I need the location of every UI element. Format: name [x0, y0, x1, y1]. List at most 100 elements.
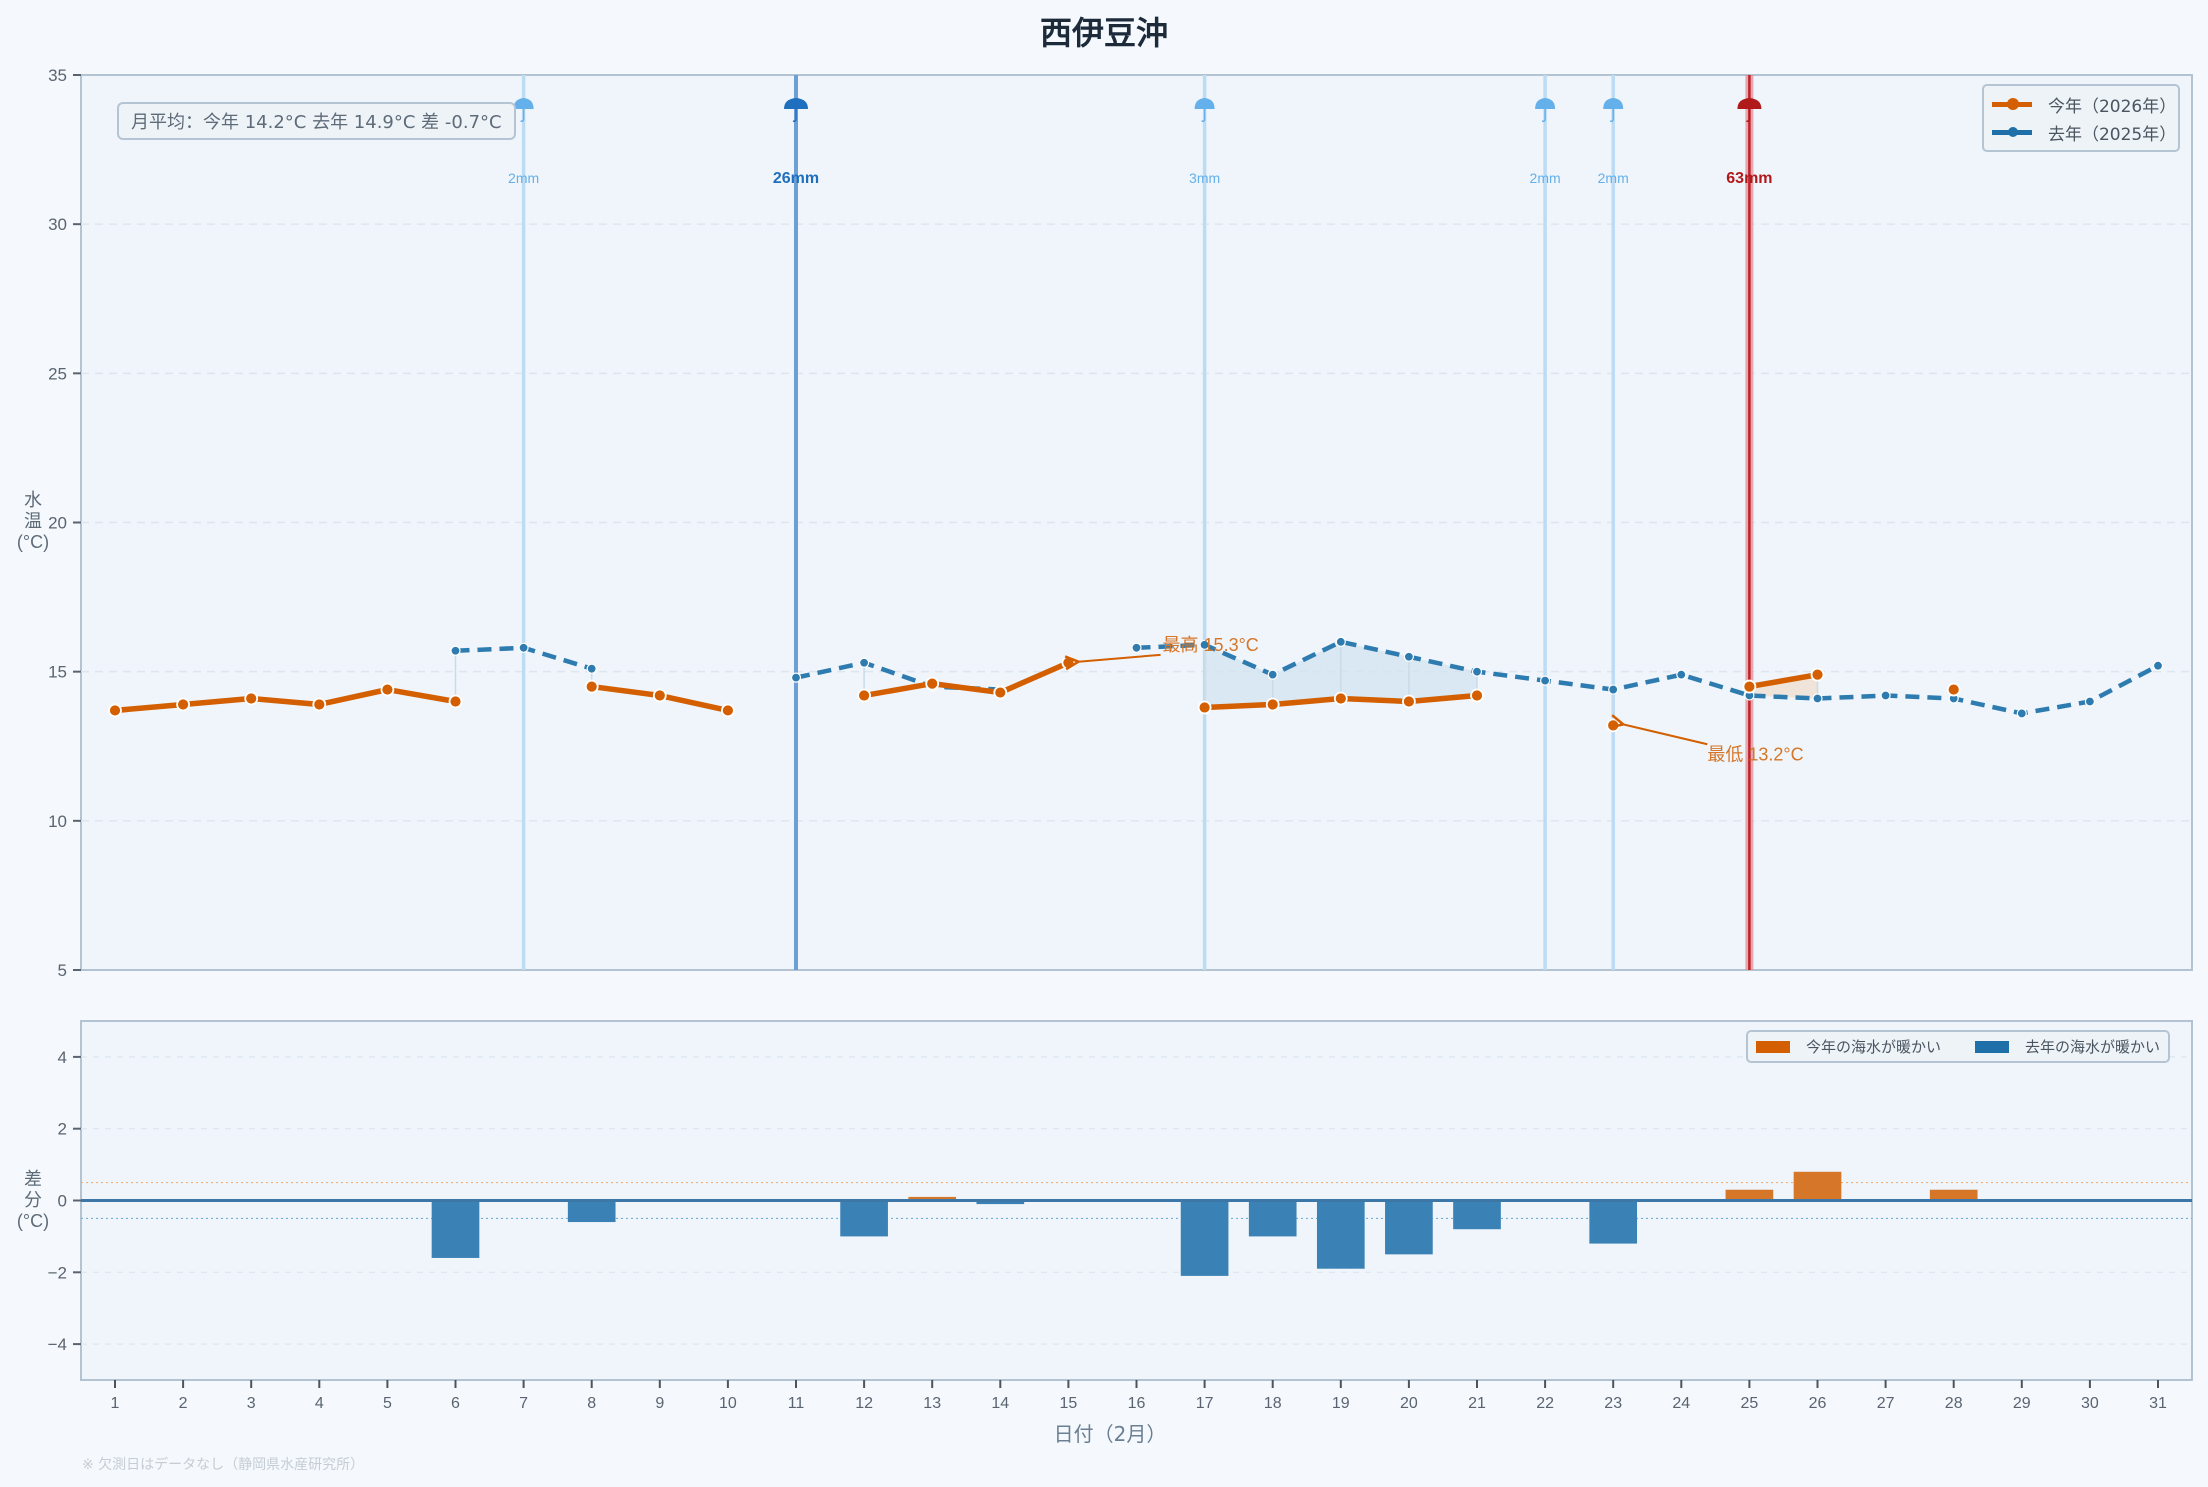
legend-item-this-year: 今年（2026年）: [1992, 90, 2177, 118]
x-tick-label: 24: [1672, 1395, 1690, 1412]
last-year-line: [1136, 639, 2160, 716]
last-year-point: [1335, 636, 1346, 647]
last-year-point: [790, 672, 802, 683]
annotation-label: 最低 13.2°C: [1707, 744, 1803, 764]
umbrella-icon: [1603, 98, 1624, 122]
x-tick-label: 25: [1741, 1395, 1759, 1412]
umbrella-icon: [1194, 98, 1215, 122]
line-marker-icon: [1992, 126, 2032, 137]
x-tick-label: 8: [587, 1395, 596, 1412]
this-year-point: [857, 688, 871, 703]
y-tick-label: 4: [58, 1048, 67, 1067]
legend-label: 今年（2026年）: [2047, 96, 2177, 117]
this-year-point: [1197, 700, 1212, 715]
x-axis-label: 日付（2月）: [1053, 1422, 1167, 1446]
this-year-point: [1810, 667, 1825, 682]
x-tick-label: 19: [1332, 1395, 1350, 1412]
legend-label: 去年（2025年）: [2047, 124, 2177, 145]
x-tick-label: 31: [2149, 1395, 2167, 1412]
x-tick-label: 21: [1468, 1395, 1486, 1412]
svg-text:水: 水: [24, 490, 42, 510]
temperature-legend: 今年（2026年） 去年（2025年）: [1982, 84, 2180, 152]
page-title: 西伊豆沖: [1039, 14, 1168, 52]
this-year-point: [1402, 694, 1416, 709]
difference-bar: [908, 1196, 957, 1201]
svg-text:分: 分: [24, 1190, 42, 1210]
rain-amount-label: 63mm: [1726, 170, 1772, 187]
difference-bar: [1725, 1189, 1774, 1201]
legend-label: 去年の海水が暖かい: [2025, 1038, 2161, 1056]
last-year-point: [1199, 639, 1210, 650]
x-tick-label: 15: [1060, 1395, 1078, 1412]
x-tick-label: 9: [655, 1395, 664, 1412]
difference-bar: [1385, 1200, 1433, 1255]
last-year-point: [450, 645, 461, 656]
difference-bar: [1793, 1171, 1842, 1201]
x-tick-label: 30: [2081, 1395, 2099, 1412]
monthly-average-summary: 月平均：今年 14.2°C 去年 14.9°C 差 -0.7°C: [117, 102, 516, 140]
this-year-point: [1946, 682, 1961, 697]
annotation-label: 最高 15.3°C: [1163, 635, 1259, 655]
umbrella-icon: [784, 98, 808, 122]
this-year-line: [1748, 671, 1818, 690]
y-tick-label: 5: [58, 961, 67, 980]
umbrella-icon: [1535, 98, 1556, 122]
this-year-point: [993, 685, 1008, 700]
umbrella-icon: [1737, 98, 1762, 122]
last-year-point: [1267, 669, 1278, 680]
last-year-point: [2084, 696, 2095, 707]
rain-amount-label: 2mm: [508, 170, 539, 186]
y-tick-label: 15: [48, 663, 67, 682]
last-year-point: [1880, 690, 1891, 701]
this-year-point: [108, 703, 122, 718]
x-tick-label: 29: [2013, 1395, 2031, 1412]
difference-bar: [567, 1200, 616, 1223]
y-tick-label: −4: [48, 1335, 67, 1354]
svg-text:(°C): (°C): [17, 1211, 49, 1231]
this-year-point: [1265, 697, 1280, 712]
last-year-point: [1539, 675, 1551, 686]
last-year-point: [1812, 693, 1823, 704]
last-year-point: [1403, 651, 1415, 662]
this-year-point: [721, 703, 735, 718]
y-axis-label: 差分(°C): [17, 1169, 49, 1231]
y-tick-label: −2: [48, 1263, 67, 1282]
footnote: ※ 欠測日はデータなし（静岡県水産研究所）: [82, 1457, 365, 1473]
swatch-warm-icon: [1756, 1040, 1790, 1053]
difference-bar: [431, 1200, 480, 1258]
this-year-point: [1606, 718, 1621, 733]
last-year-point: [518, 642, 529, 653]
last-year-point: [586, 663, 597, 674]
difference-bar: [1589, 1200, 1638, 1244]
x-tick-label: 13: [923, 1395, 941, 1412]
last-year-point: [1471, 666, 1483, 677]
difference-bar: [1316, 1200, 1365, 1269]
last-year-point: [2152, 660, 2164, 671]
this-year-line: [114, 686, 456, 714]
x-tick-label: 17: [1196, 1395, 1214, 1412]
x-tick-label: 16: [1128, 1395, 1146, 1412]
legend-item-last-year: 去年（2025年）: [1992, 118, 2177, 146]
this-year-point: [1061, 655, 1076, 670]
last-year-line: [795, 660, 1001, 692]
this-year-point: [448, 694, 463, 709]
y-tick-label: 10: [48, 812, 67, 831]
x-tick-label: 20: [1400, 1395, 1418, 1412]
difference-bar: [1453, 1200, 1501, 1230]
difference-bar: [1180, 1200, 1229, 1276]
difference-bar: [976, 1200, 1025, 1205]
x-tick-label: 23: [1604, 1395, 1622, 1412]
y-tick-label: 20: [48, 514, 67, 533]
difference-bar: [1248, 1200, 1297, 1237]
difference-bar: [1929, 1189, 1978, 1201]
x-tick-label: 7: [519, 1395, 528, 1412]
x-tick-label: 5: [383, 1395, 392, 1412]
this-year-point: [244, 691, 259, 706]
svg-text:差: 差: [24, 1169, 42, 1189]
last-year-point: [2016, 708, 2027, 719]
svg-text:温: 温: [24, 511, 42, 531]
y-tick-label: 2: [58, 1120, 67, 1139]
y-axis-label: 水温(°C): [17, 490, 49, 552]
